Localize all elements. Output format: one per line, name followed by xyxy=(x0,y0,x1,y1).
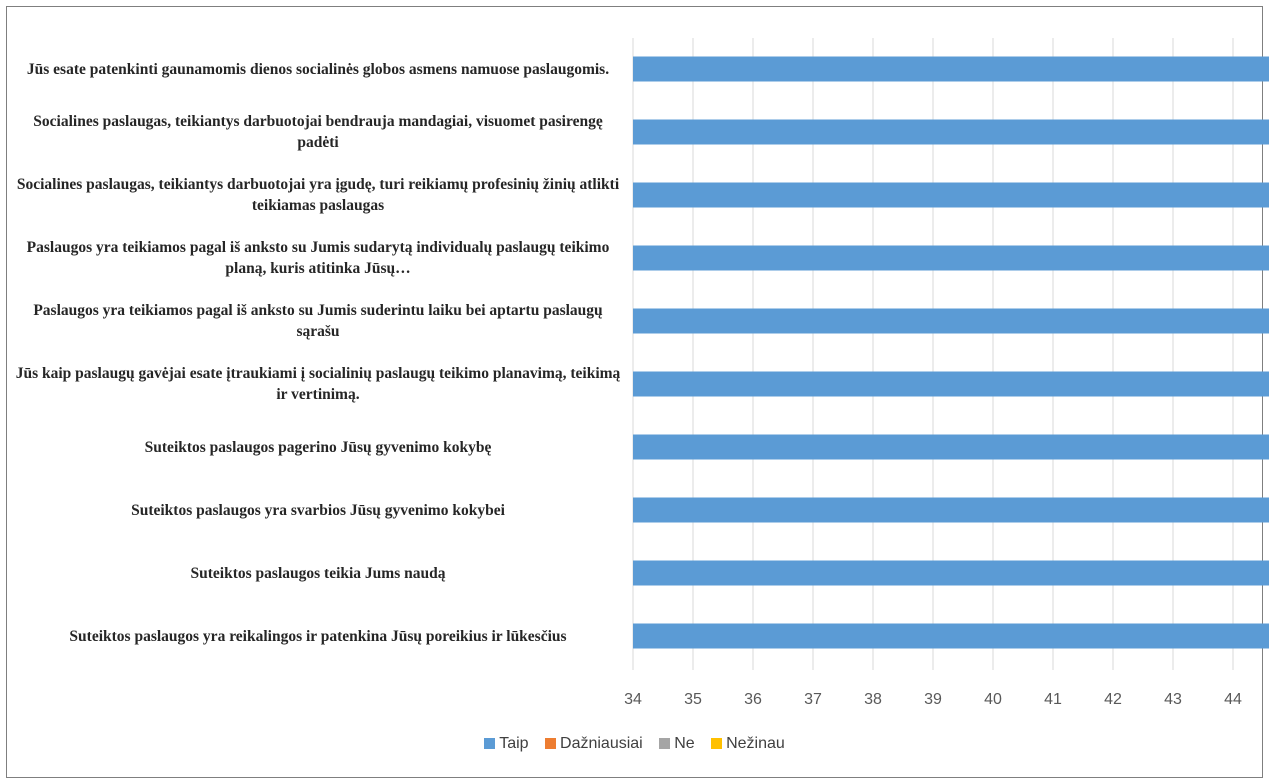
x-tick-label: 40 xyxy=(984,691,1002,708)
bar-segment xyxy=(633,56,1269,82)
x-tick-label: 39 xyxy=(924,691,942,708)
category-label: Socialines paslaugas, teikiantys darbuot… xyxy=(16,176,620,214)
legend-swatch-ne xyxy=(659,738,671,749)
legend-swatch-taip xyxy=(484,738,496,749)
category-label: Suteiktos paslaugos yra reikalingos ir p… xyxy=(69,627,567,645)
bar-segment xyxy=(633,434,1269,460)
bar-segment xyxy=(633,308,1269,334)
bar-segment xyxy=(633,245,1269,271)
x-tick-label: 35 xyxy=(684,691,702,708)
category-label: Socialines paslaugas, teikiantys darbuot… xyxy=(33,113,603,151)
category-label: Jūs kaip paslaugų gavėjai esate įtraukia… xyxy=(15,365,621,403)
legend-item-ne: Ne xyxy=(659,735,695,753)
category-label: Suteiktos paslaugos pagerino Jūsų gyveni… xyxy=(144,438,492,456)
x-tick-label: 41 xyxy=(1044,691,1062,708)
legend-item-taip: Taip xyxy=(484,735,529,753)
bar-segment xyxy=(633,623,1269,649)
bars xyxy=(633,56,1269,649)
x-tick-label: 42 xyxy=(1104,691,1122,708)
bar-segment xyxy=(633,182,1269,208)
x-tick-label: 34 xyxy=(624,691,642,708)
x-tick-label: 36 xyxy=(744,691,762,708)
category-label: Paslaugos yra teikiamos pagal iš anksto … xyxy=(26,239,610,277)
x-tick-label: 43 xyxy=(1164,691,1182,708)
bar-segment xyxy=(633,371,1269,397)
category-label: Paslaugos yra teikiamos pagal iš anksto … xyxy=(33,302,603,340)
x-tick-label: 38 xyxy=(864,691,882,708)
category-label: Jūs esate patenkinti gaunamomis dienos s… xyxy=(26,60,610,78)
category-label: Suteiktos paslaugos teikia Jums naudą xyxy=(190,564,446,582)
bar-segment xyxy=(633,119,1269,145)
legend-item-nezinau: Nežinau xyxy=(711,735,785,753)
x-axis-ticks: 34 35 36 37 38 39 40 41 42 43 44 xyxy=(624,691,1242,708)
category-label: Suteiktos paslaugos yra svarbios Jūsų gy… xyxy=(131,501,505,519)
legend-swatch-dazniausiai xyxy=(545,738,557,749)
legend-item-dazniausiai: Dažniausiai xyxy=(545,735,643,753)
legend-swatch-nezinau xyxy=(711,738,723,749)
legend: Taip Dažniausiai Ne Nežinau xyxy=(0,735,1269,753)
bar-segment xyxy=(633,497,1269,523)
x-tick-label: 37 xyxy=(804,691,822,708)
x-tick-label: 44 xyxy=(1224,691,1242,708)
bar-segment xyxy=(633,560,1269,586)
